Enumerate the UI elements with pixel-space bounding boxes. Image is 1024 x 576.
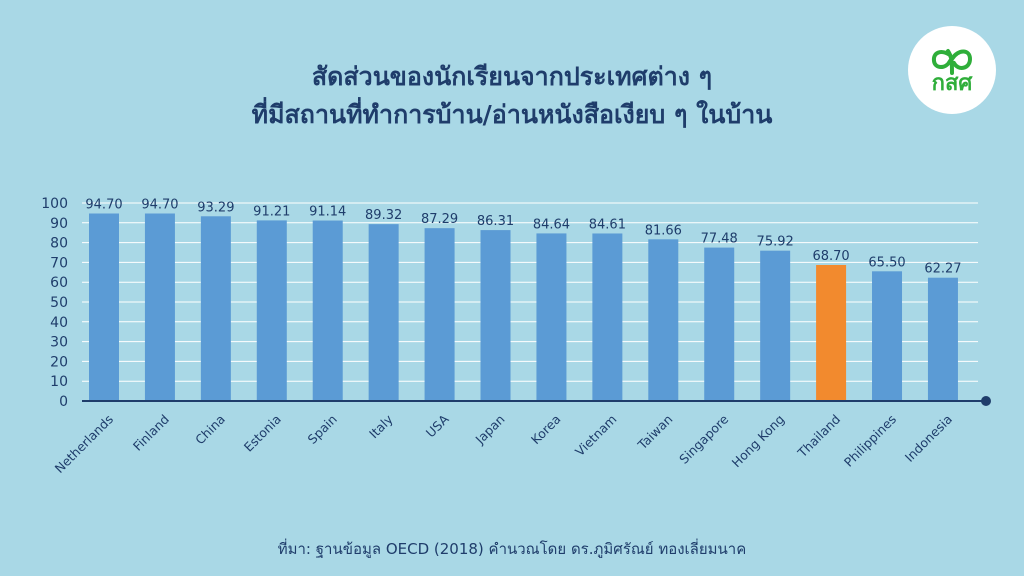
value-label: 81.66 (645, 223, 682, 238)
x-tick-label: Netherlands (52, 412, 116, 476)
chart-title: สัดส่วนของนักเรียนจากประเทศต่าง ๆ ที่มีส… (0, 58, 1024, 134)
logo: กสศ (908, 26, 996, 114)
sprout-logo-icon (931, 49, 973, 75)
bar-usa (424, 228, 455, 401)
value-label: 86.31 (477, 214, 514, 229)
value-label: 93.29 (197, 200, 234, 215)
x-tick-label: USA (423, 411, 452, 440)
value-label: 84.64 (533, 217, 570, 232)
x-tick-label: Philippines (841, 412, 899, 470)
x-tick-label: Hong Kong (729, 412, 788, 471)
x-tick-label: China (192, 412, 228, 448)
y-tick-label: 90 (50, 216, 68, 232)
y-tick-label: 10 (50, 374, 68, 390)
x-tick-label: Thailand (794, 412, 843, 461)
value-label: 65.50 (868, 255, 905, 270)
y-tick-label: 70 (50, 255, 68, 271)
value-label: 77.48 (701, 232, 738, 247)
x-tick-label: Singapore (676, 411, 731, 466)
bar-finland (144, 213, 175, 401)
x-axis-end-dot (981, 396, 991, 406)
bar-netherlands (89, 213, 119, 401)
y-tick-label: 30 (50, 335, 68, 351)
x-tick-label: Vietnam (572, 412, 619, 459)
bar-china (200, 216, 231, 401)
value-label: 84.61 (589, 217, 626, 232)
y-tick-label: 100 (41, 196, 68, 212)
value-label: 75.92 (757, 235, 794, 250)
value-label: 94.70 (85, 197, 122, 212)
y-axis-ticks: 0 10 20 30 40 50 60 70 80 90 100 (41, 196, 68, 410)
bar-hong-kong (760, 250, 791, 401)
y-tick-label: 20 (50, 354, 68, 370)
bar-thailand (816, 264, 847, 401)
value-label: 87.29 (421, 212, 458, 227)
value-label: 68.70 (812, 249, 849, 264)
y-tick-label: 80 (50, 236, 68, 252)
bar-singapore (704, 247, 735, 401)
y-tick-label: 40 (50, 315, 68, 331)
bar-philippines (872, 271, 903, 401)
chart-title-line-2: ที่มีสถานที่ทำการบ้าน/อ่านหนังสือเงียบ ๆ… (251, 100, 773, 129)
bar-indonesia (927, 277, 958, 401)
source-note: ที่มา: ฐานข้อมูล OECD (2018) คำนวณโดย ดร… (277, 540, 747, 558)
x-tick-label: Finland (130, 412, 172, 454)
bar-spain (312, 220, 343, 401)
bar-italy (368, 224, 399, 401)
x-tick-label: Spain (305, 412, 340, 447)
x-tick-label: Korea (528, 412, 564, 448)
x-tick-label: Italy (366, 411, 396, 441)
bar-korea (536, 233, 567, 401)
bar-taiwan (648, 239, 679, 401)
y-tick-label: 0 (59, 394, 68, 410)
logo-text: กสศ (931, 71, 973, 96)
bars (89, 213, 958, 401)
value-label: 91.21 (253, 204, 290, 219)
y-tick-label: 60 (50, 275, 68, 291)
x-tick-label: Estonia (241, 412, 284, 455)
value-labels: 94.70 94.70 93.29 91.21 91.14 89.32 87.29 86.31… (85, 197, 961, 276)
x-tick-label: Taiwan (634, 412, 675, 453)
value-label: 62.27 (924, 262, 961, 277)
bar-estonia (256, 220, 287, 401)
x-tick-label: Japan (472, 412, 508, 448)
bar-vietnam (592, 233, 623, 401)
value-label: 94.70 (141, 197, 178, 212)
x-axis-ticks: Netherlands Finland China Estonia Spain Italy… (52, 411, 955, 476)
chart-title-line-1: สัดส่วนของนักเรียนจากประเทศต่าง ๆ (311, 62, 713, 91)
y-tick-label: 50 (50, 295, 68, 311)
value-label: 89.32 (365, 208, 402, 223)
value-label: 91.14 (309, 205, 346, 220)
bar-japan (480, 230, 511, 401)
x-tick-label: Indonesia (902, 412, 955, 465)
